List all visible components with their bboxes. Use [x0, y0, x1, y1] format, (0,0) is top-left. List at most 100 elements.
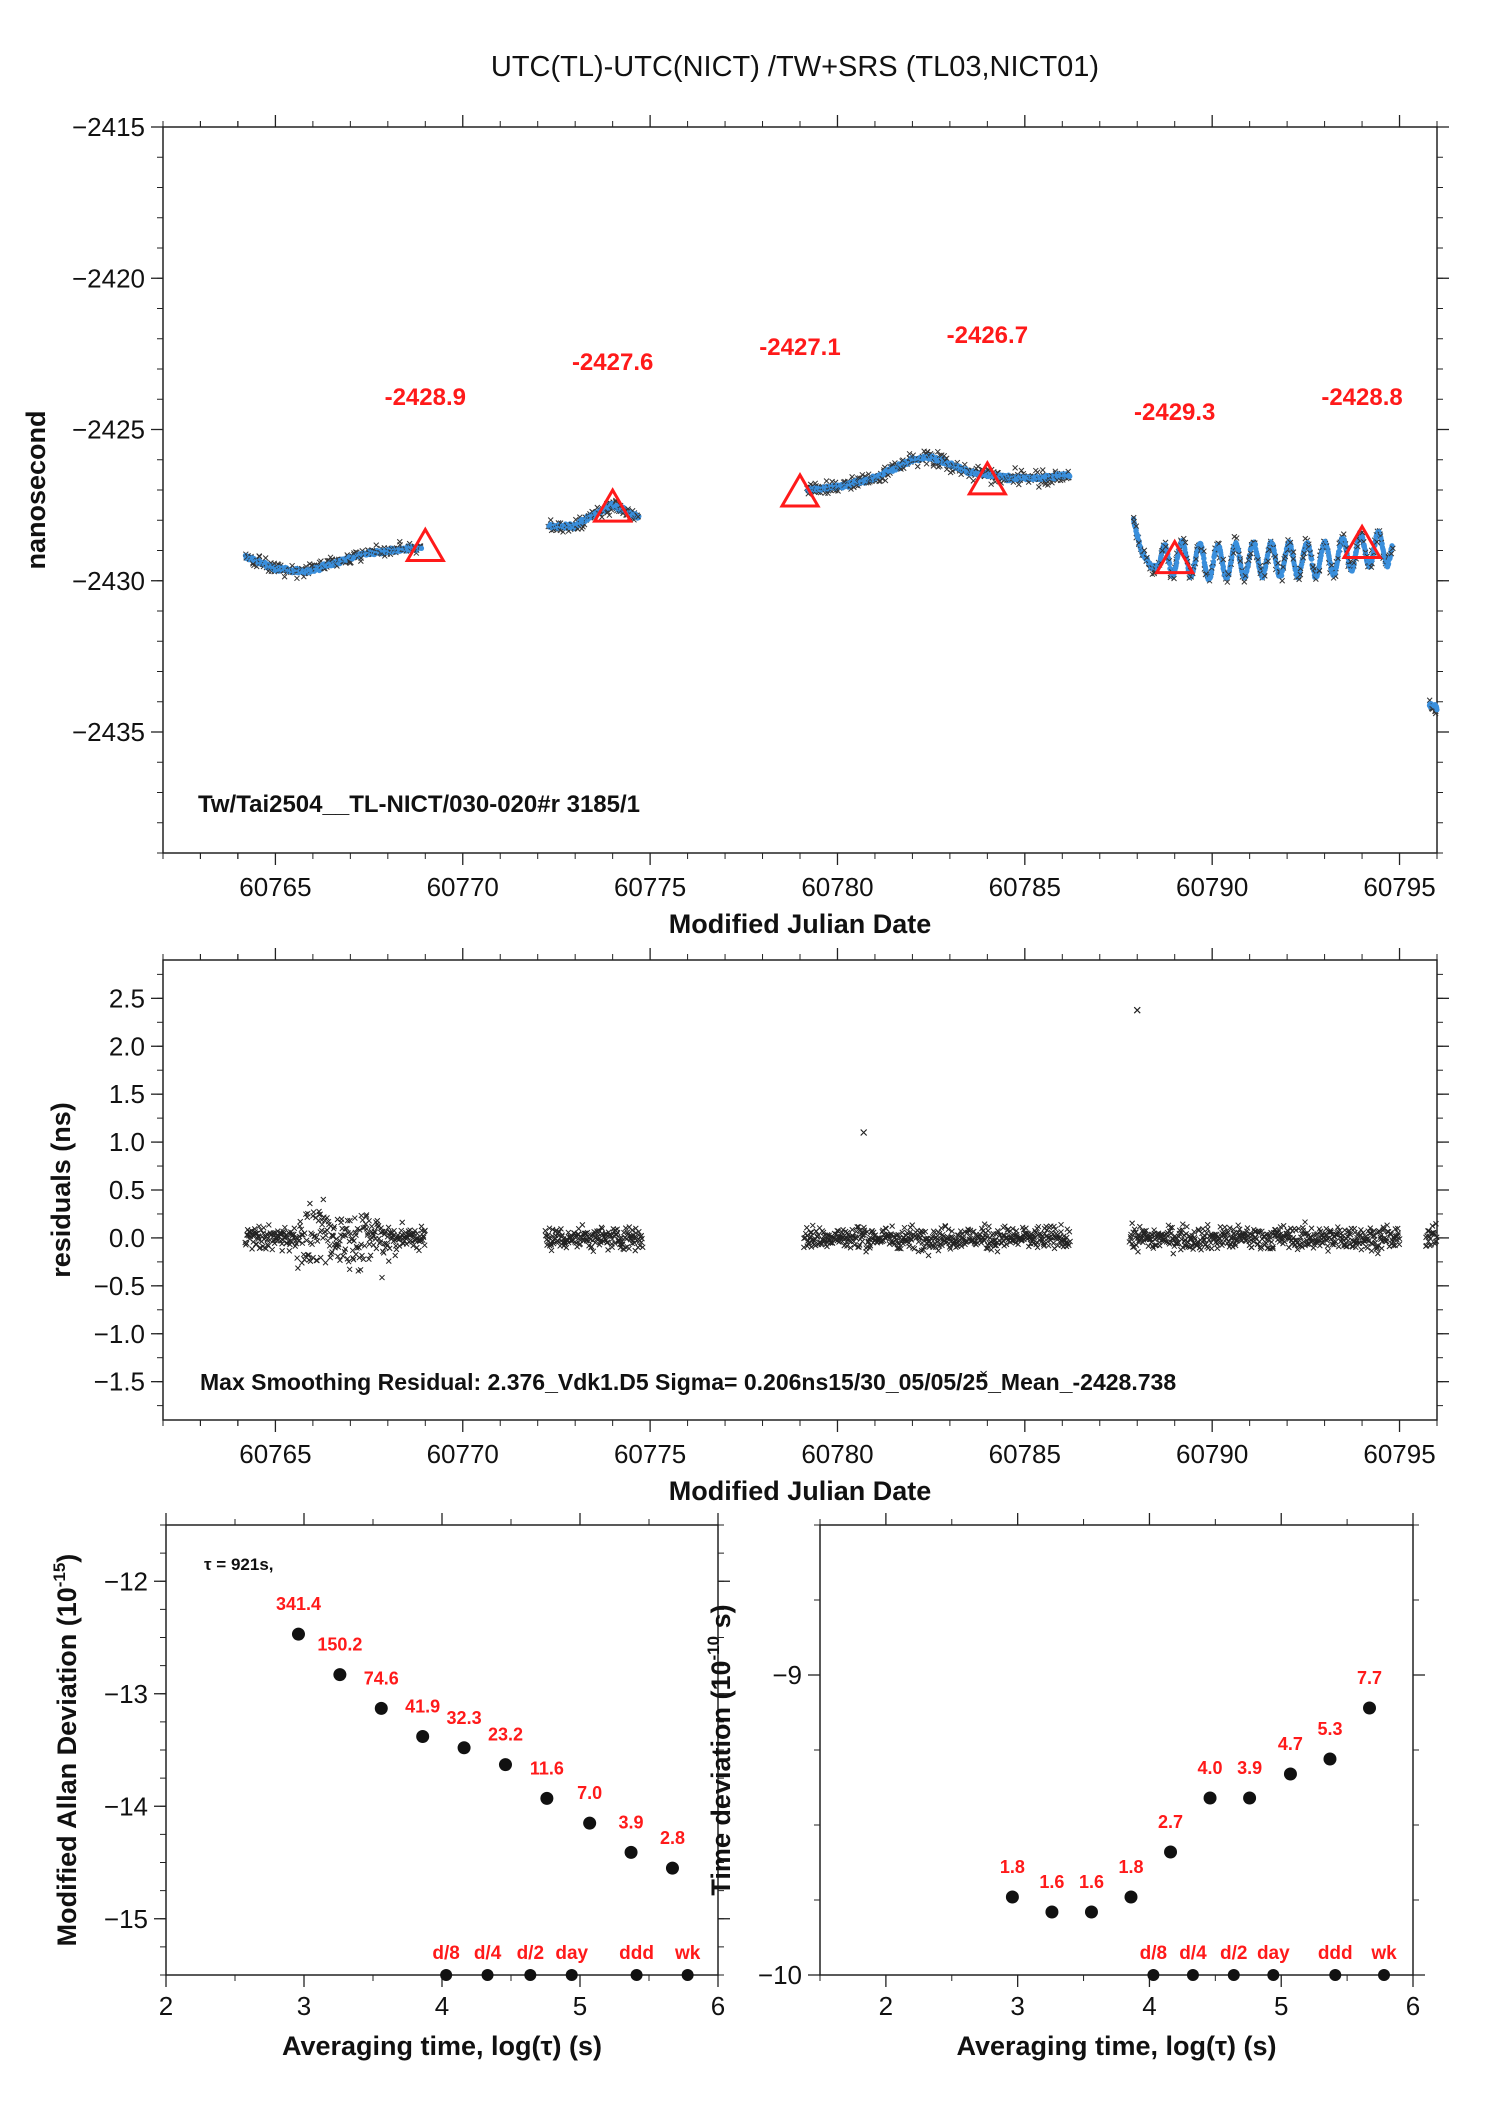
raw-point — [1039, 467, 1046, 473]
raw-point — [262, 555, 269, 561]
series-segment-2 — [804, 448, 1073, 497]
y-tick-label: 1.5 — [109, 1079, 145, 1109]
residual-point — [1129, 1220, 1136, 1227]
residual-point — [379, 1274, 385, 1281]
y-tick-label: 2.5 — [109, 983, 145, 1013]
x-tick-label: 60785 — [989, 1439, 1061, 1469]
residual-point — [1221, 1224, 1228, 1231]
residual-point — [579, 1221, 586, 1228]
residual-point — [1058, 1229, 1064, 1235]
residual-point — [307, 1258, 314, 1265]
series-point — [418, 545, 425, 552]
residual-point — [416, 1247, 422, 1254]
residual-point — [421, 1242, 428, 1249]
residual-point — [295, 1265, 301, 1272]
series-point — [1167, 561, 1173, 567]
average-label-5: -2428.8 — [1321, 384, 1402, 411]
raw-point — [914, 463, 921, 470]
x-axis-label: Modified Julian Date — [669, 909, 932, 939]
residual-point — [1170, 1250, 1177, 1257]
residual-point — [374, 1217, 381, 1224]
residual-point — [328, 1250, 335, 1257]
residual-point — [935, 1247, 942, 1254]
residual-point — [373, 1245, 380, 1252]
y-tick-label: 0.5 — [109, 1175, 145, 1205]
y-tick-label: −2415 — [72, 112, 145, 142]
residual-point — [346, 1266, 353, 1273]
residual-point — [366, 1217, 372, 1224]
residual-point — [1358, 1246, 1365, 1253]
raw-point — [1012, 465, 1018, 471]
residual-point — [1308, 1225, 1315, 1232]
residual-point — [1214, 1245, 1221, 1252]
residual-point — [859, 1238, 866, 1245]
raw-point — [256, 553, 263, 559]
residual-point — [324, 1237, 331, 1244]
residual-point — [340, 1253, 346, 1259]
residual-point — [994, 1248, 1001, 1255]
residual-point — [1066, 1228, 1073, 1235]
raw-point — [294, 575, 300, 582]
residual-point — [803, 1224, 810, 1231]
residual-point — [317, 1254, 324, 1261]
residual-point — [320, 1196, 327, 1203]
y-axis-label: nanosecond — [21, 410, 51, 569]
residual-point — [366, 1241, 373, 1247]
residual-point — [932, 1244, 939, 1251]
residual-point — [1378, 1245, 1385, 1252]
residual-point — [399, 1219, 406, 1226]
main-chart: 60765 60770 60775 60780 60785 60790 60795−2415… — [21, 112, 1449, 939]
average-label-1: -2427.6 — [572, 349, 653, 376]
series-point — [1246, 560, 1252, 566]
residual-point — [1156, 1242, 1163, 1249]
residual-point — [1223, 1235, 1230, 1242]
residual-point — [1050, 1240, 1057, 1246]
raw-point — [1036, 484, 1042, 490]
residual-point — [1368, 1248, 1375, 1254]
residual-point — [326, 1242, 333, 1249]
x-tick-label: 60770 — [427, 872, 499, 902]
y-tick-label: −1.0 — [94, 1319, 145, 1349]
residual-point — [265, 1222, 272, 1228]
residual-point — [909, 1222, 916, 1228]
x-tick-label: 60780 — [801, 1439, 873, 1469]
x-tick-label: 60765 — [239, 1439, 311, 1469]
series-point — [1354, 543, 1360, 550]
series-point — [1067, 473, 1073, 479]
y-tick-label: 1.0 — [109, 1127, 145, 1157]
residual-point — [925, 1252, 932, 1259]
residual-point — [1375, 1250, 1381, 1257]
average-label-4: -2429.3 — [1134, 399, 1215, 426]
residual-point — [1302, 1219, 1308, 1225]
residual-point — [1364, 1245, 1371, 1251]
residual-point — [809, 1222, 816, 1229]
residual-point — [1204, 1221, 1211, 1228]
series-point — [1434, 707, 1440, 713]
residual-point — [889, 1223, 895, 1229]
raw-point — [599, 514, 605, 521]
raw-point — [823, 478, 830, 484]
residual-point — [1058, 1221, 1064, 1228]
raw-point — [606, 512, 613, 519]
average-label-2: -2427.1 — [759, 334, 840, 361]
y-tick-label: −2435 — [72, 717, 145, 747]
residual-point — [1135, 1248, 1141, 1255]
y-axis-label: residuals (ns) — [46, 1102, 76, 1278]
residual-point — [1324, 1243, 1331, 1249]
x-tick-label: 60775 — [614, 1439, 686, 1469]
residual-point — [1198, 1246, 1204, 1253]
residual-point — [279, 1247, 286, 1254]
residual-point — [1023, 1225, 1029, 1232]
y-tick-label: 2.0 — [109, 1031, 145, 1061]
raw-point — [923, 460, 930, 467]
residual-point — [605, 1247, 611, 1253]
raw-point — [975, 463, 981, 470]
x-tick-label: 60770 — [427, 1439, 499, 1469]
residual-point — [1325, 1248, 1331, 1254]
residual-point — [329, 1249, 335, 1255]
residual-point — [1204, 1226, 1211, 1232]
residuals-chart: 60765 60770 60775 60780 60785 60790 607952.52.… — [46, 948, 1449, 1506]
raw-point — [281, 573, 288, 580]
residual-point — [301, 1256, 308, 1263]
